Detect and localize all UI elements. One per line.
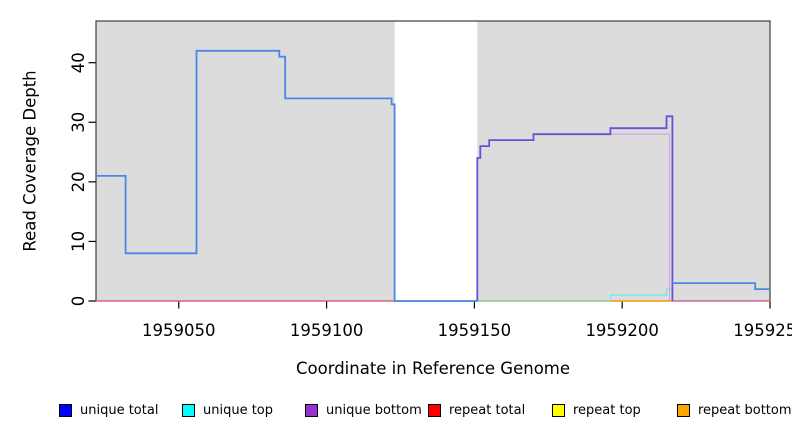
legend-label: unique total: [80, 402, 159, 418]
legend: unique total unique top unique bottom repea…: [0, 401, 792, 423]
legend-label: unique top: [203, 402, 274, 418]
series-unique-total-right: [672, 282, 770, 291]
series-unique-bottom: [476, 115, 674, 301]
x-tick-label: 1959150: [438, 321, 512, 340]
legend-label: unique bottom: [326, 402, 422, 418]
legend-item: repeat top: [552, 401, 641, 419]
legend-label: repeat total: [449, 402, 526, 418]
y-axis-title: Read Coverage Depth: [20, 70, 40, 252]
legend-item: repeat bottom: [677, 401, 792, 419]
y-tick-label: 10: [69, 231, 88, 252]
y-tick-label: 40: [69, 52, 88, 73]
legend-item: unique total: [59, 401, 158, 419]
legend-swatch: [552, 403, 565, 417]
legend-label: repeat bottom: [698, 402, 792, 418]
legend-swatch: [305, 403, 318, 417]
legend-swatch: [182, 403, 195, 417]
x-tick-label: 1959200: [585, 321, 659, 340]
y-tick-label: 30: [69, 112, 88, 133]
legend-swatch: [428, 403, 441, 417]
legend-label: repeat top: [573, 402, 641, 418]
x-tick-label: 1959050: [142, 321, 216, 340]
legend-swatch: [677, 403, 690, 417]
legend-item: repeat total: [428, 401, 525, 419]
x-tick-label: 1959100: [290, 321, 364, 340]
series-unique-bottom-thin: [610, 133, 671, 301]
legend-item: unique bottom: [305, 401, 422, 419]
series-unique-top: [609, 288, 673, 301]
legend-item: unique top: [182, 401, 273, 419]
series-unique-total-left: [96, 49, 478, 302]
y-tick-label: 20: [69, 171, 88, 192]
y-tick-label: 0: [69, 296, 88, 307]
no-data-region: [394, 21, 478, 301]
legend-swatch: [59, 403, 72, 417]
x-axis-title: Coordinate in Reference Genome: [295, 359, 571, 378]
